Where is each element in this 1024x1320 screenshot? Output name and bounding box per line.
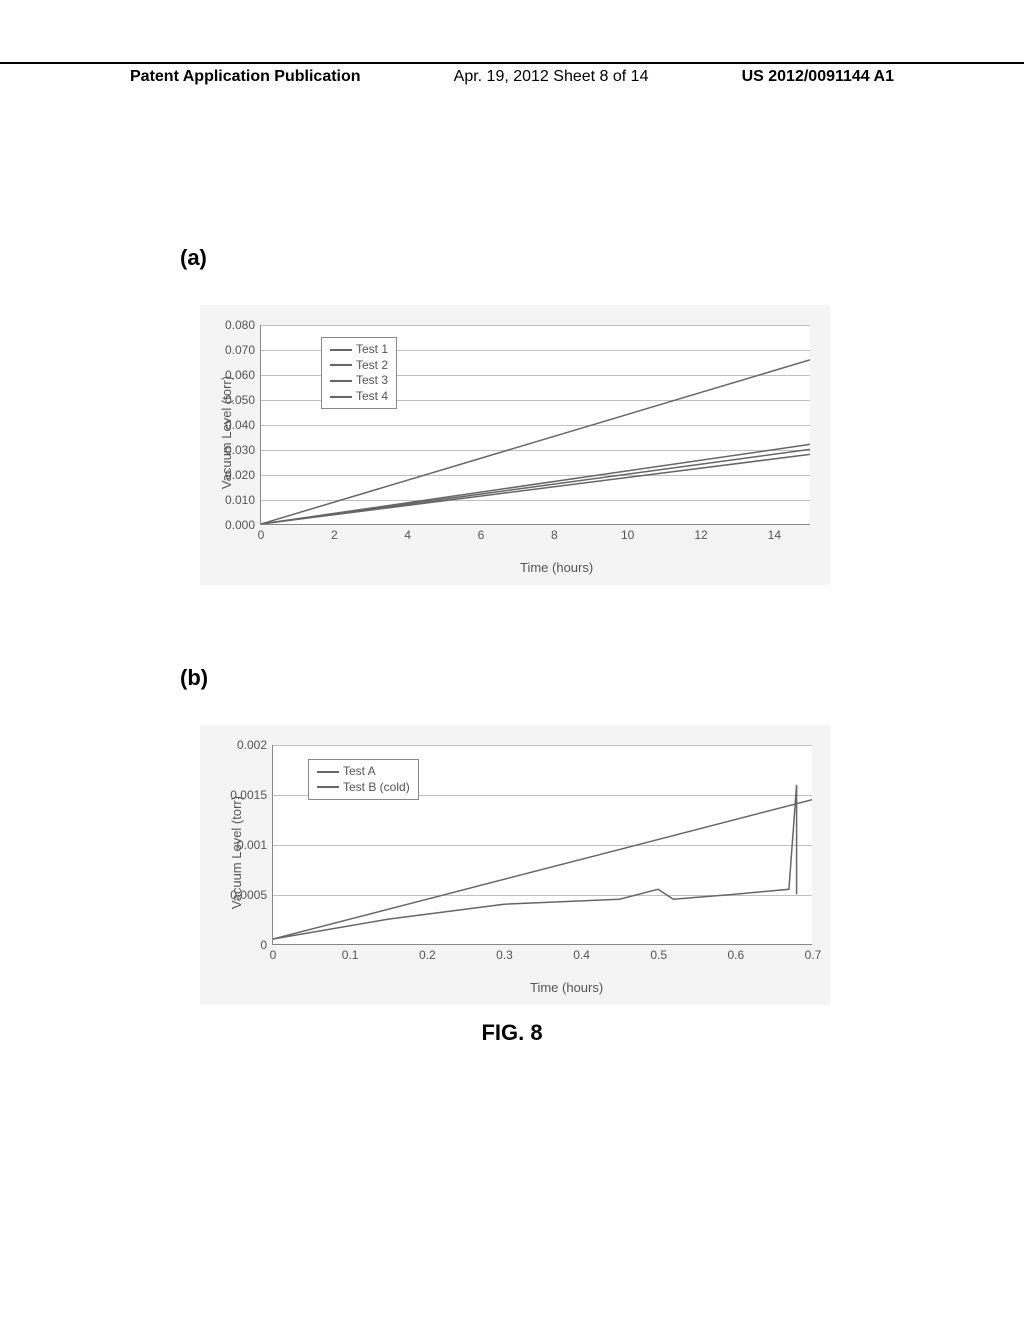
ytick: 0.060 — [225, 368, 255, 382]
legend-item: Test 1 — [330, 342, 388, 358]
legend-item: Test 3 — [330, 373, 388, 389]
legend-item: Test 2 — [330, 358, 388, 374]
xtick: 0.2 — [419, 948, 436, 962]
xtick: 0 — [258, 528, 265, 542]
xtick: 0.7 — [805, 948, 822, 962]
xtick: 0.4 — [573, 948, 590, 962]
xtick: 6 — [478, 528, 485, 542]
legend-label: Test 4 — [356, 389, 388, 405]
chart-a-legend: Test 1Test 2Test 3Test 4 — [321, 337, 397, 409]
legend-swatch — [330, 396, 352, 398]
legend-item: Test 4 — [330, 389, 388, 405]
ytick: 0.020 — [225, 468, 255, 482]
xtick: 0.6 — [728, 948, 745, 962]
xtick: 4 — [404, 528, 411, 542]
chart-b-plot: Test ATest B (cold) 00.00050.0010.00150.… — [272, 745, 812, 945]
series-line — [261, 454, 810, 524]
ytick: 0.0015 — [230, 788, 267, 802]
legend-label: Test 2 — [356, 358, 388, 374]
xtick: 0.5 — [650, 948, 667, 962]
xtick: 10 — [621, 528, 634, 542]
xtick: 14 — [768, 528, 781, 542]
legend-swatch — [330, 364, 352, 366]
xtick: 2 — [331, 528, 338, 542]
header-row: Patent Application Publication Apr. 19, … — [0, 64, 1024, 86]
panel-a-label: (a) — [180, 245, 207, 271]
legend-swatch — [317, 786, 339, 788]
series-line — [273, 785, 797, 939]
legend-item: Test A — [317, 764, 410, 780]
chart-b: Vacuum Level (torr) Test ATest B (cold) … — [200, 725, 830, 1005]
ytick: 0.070 — [225, 343, 255, 357]
series-line — [261, 444, 810, 524]
xtick: 0.1 — [342, 948, 359, 962]
legend-label: Test B (cold) — [343, 780, 410, 796]
chart-a: Vacuum Level (torr) Test 1Test 2Test 3Te… — [200, 305, 830, 585]
ytick: 0.050 — [225, 393, 255, 407]
legend-label: Test A — [343, 764, 376, 780]
chart-a-xlabel: Time (hours) — [520, 560, 593, 575]
series-line — [273, 800, 812, 939]
xtick: 8 — [551, 528, 558, 542]
legend-swatch — [330, 349, 352, 351]
chart-b-xlabel: Time (hours) — [530, 980, 603, 995]
header-publication: Patent Application Publication — [130, 68, 361, 86]
legend-label: Test 3 — [356, 373, 388, 389]
header-pubno: US 2012/0091144 A1 — [742, 68, 894, 86]
xtick: 0.3 — [496, 948, 513, 962]
chart-a-plot: Test 1Test 2Test 3Test 4 0.0000.0100.020… — [260, 325, 810, 525]
legend-item: Test B (cold) — [317, 780, 410, 796]
ytick: 0.0005 — [230, 888, 267, 902]
panel-b-label: (b) — [180, 665, 208, 691]
ytick: 0.001 — [237, 838, 267, 852]
ytick: 0.030 — [225, 443, 255, 457]
figure-caption: FIG. 8 — [0, 1020, 1024, 1046]
ytick: 0.000 — [225, 518, 255, 532]
header-date-sheet: Apr. 19, 2012 Sheet 8 of 14 — [454, 68, 649, 86]
ytick: 0.080 — [225, 318, 255, 332]
legend-swatch — [317, 771, 339, 773]
chart-b-legend: Test ATest B (cold) — [308, 759, 419, 800]
ytick: 0.002 — [237, 738, 267, 752]
ytick: 0.010 — [225, 493, 255, 507]
xtick: 12 — [694, 528, 707, 542]
ytick: 0 — [260, 938, 267, 952]
legend-swatch — [330, 380, 352, 382]
page-header: Patent Application Publication Apr. 19, … — [0, 62, 1024, 86]
ytick: 0.040 — [225, 418, 255, 432]
xtick: 0 — [270, 948, 277, 962]
legend-label: Test 1 — [356, 342, 388, 358]
